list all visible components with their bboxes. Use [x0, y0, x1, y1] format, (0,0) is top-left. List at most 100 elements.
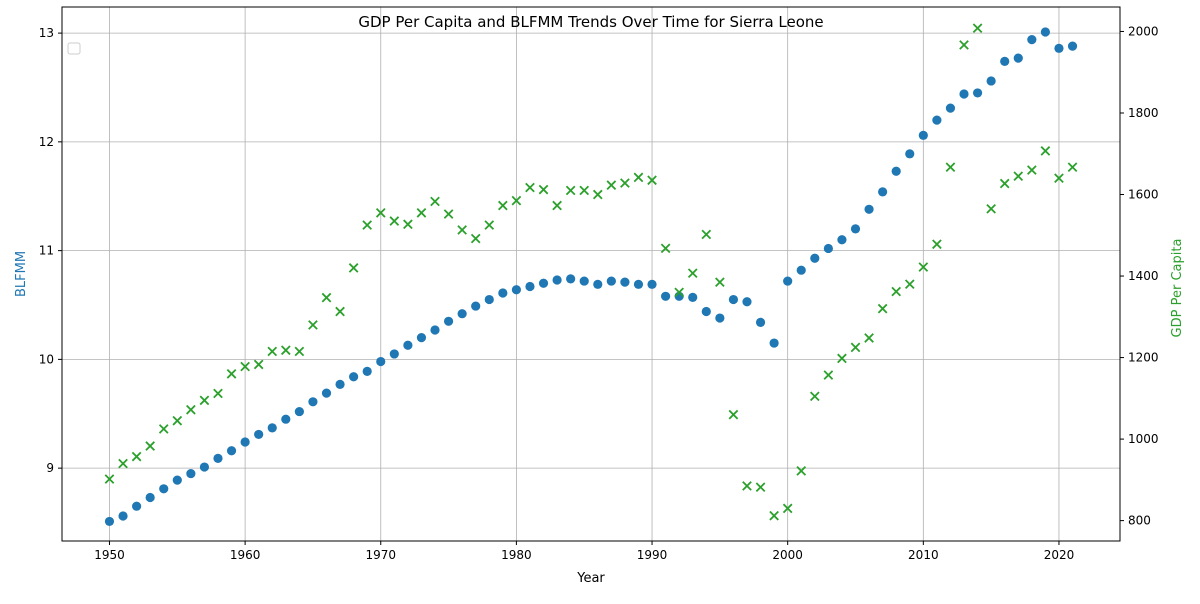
gdp-point-stroke [497, 200, 508, 211]
gdp-point-stroke [837, 353, 847, 364]
gdp-point-stroke [308, 320, 318, 330]
blfmm-point [755, 317, 766, 327]
gdp-point-stroke [213, 388, 223, 399]
gdp-point [864, 333, 874, 343]
gdp-point [443, 209, 454, 219]
blfmm-point [335, 379, 345, 389]
gdp-point [986, 203, 996, 214]
y-right-tick-label: 2000 [1128, 24, 1159, 38]
x-tick-label: 1990 [637, 548, 668, 562]
gdp-point [565, 185, 576, 196]
gdp-point-stroke [362, 220, 373, 230]
gdp-point [647, 175, 657, 186]
blfmm-point [132, 501, 142, 511]
gdp-point [375, 208, 386, 218]
blfmm-point [538, 278, 549, 288]
gdp-point-stroke [525, 182, 535, 193]
y-left-tick-label: 13 [39, 26, 54, 40]
gdp-point-stroke [118, 458, 128, 469]
gdp-point [850, 342, 861, 353]
blfmm-point [647, 279, 657, 289]
gdp-point [457, 225, 467, 235]
x-axis-label: Year [576, 571, 605, 586]
blfmm-point [986, 76, 996, 86]
gdp-point-stroke [131, 451, 142, 462]
gdp-point [403, 219, 413, 230]
gdp-point-stroke [1040, 146, 1051, 156]
gdp-point-stroke [728, 409, 739, 420]
y-right-tick-label: 1600 [1128, 188, 1159, 202]
grid-layer [62, 7, 1120, 541]
gdp-point [932, 239, 942, 250]
gdp-point-stroke [280, 345, 291, 356]
gdp-point [308, 320, 318, 330]
gdp-point-stroke [430, 196, 440, 207]
gdp-point [321, 292, 332, 303]
gdp-point-stroke [172, 415, 183, 426]
gdp-point-stroke [403, 219, 413, 230]
blfmm-point [959, 89, 969, 99]
gdp-point-stroke [674, 287, 685, 298]
gdp-point [945, 162, 956, 173]
plot-frame [61, 6, 1121, 542]
blfmm-point [715, 313, 725, 323]
blfmm-point [267, 423, 277, 433]
gdp-point [416, 208, 427, 218]
blfmm-point [1040, 27, 1050, 37]
blfmm-point [823, 243, 833, 254]
blfmm-point [932, 115, 942, 125]
blfmm-point [240, 437, 250, 447]
blfmm-point [688, 292, 698, 302]
gdp-point-stroke [904, 279, 915, 290]
gdp-point-stroke [660, 243, 671, 254]
gdp-point [877, 303, 888, 314]
blfmm-point [728, 294, 739, 305]
gdp-point [782, 503, 793, 514]
gdp-point [620, 178, 630, 188]
gdp-point-stroke [809, 391, 820, 402]
gdp-point-stroke [565, 185, 576, 196]
gdp-point-stroke [742, 481, 752, 491]
gdp-point [172, 415, 183, 426]
gdp-point [755, 482, 766, 493]
gdp-point [1026, 165, 1037, 175]
gdp-point [837, 353, 847, 364]
blfmm-point [972, 88, 983, 98]
gdp-point [267, 346, 278, 357]
gdp-point [525, 182, 535, 193]
gdp-point [823, 370, 834, 380]
blfmm-point [742, 297, 752, 307]
gdp-point-stroke [592, 189, 603, 200]
gdp-point-stroke [755, 482, 766, 493]
blfmm-point [145, 492, 155, 503]
gdp-point [158, 424, 169, 434]
gdp-point [104, 474, 115, 484]
blfmm-point [226, 446, 237, 456]
blfmm-point [376, 356, 386, 367]
blfmm-point [525, 281, 535, 292]
gdp-point-stroke [782, 503, 793, 514]
gdp-point-stroke [1067, 162, 1078, 173]
gdp-point [660, 243, 671, 254]
y-left-tick-label: 10 [39, 352, 54, 366]
gdp-point-stroke [240, 361, 250, 372]
gdp-point-stroke [687, 268, 698, 279]
y-left-tick-label: 11 [39, 244, 54, 258]
blfmm-point [511, 285, 521, 295]
gdp-point [538, 184, 549, 195]
gdp-point-stroke [620, 178, 630, 188]
x-tick-label: 2020 [1044, 548, 1075, 562]
gdp-point-stroke [945, 162, 956, 173]
gdp-point-stroke [443, 209, 454, 219]
blfmm-point [430, 325, 440, 335]
gdp-point-stroke [864, 333, 874, 343]
gdp-point-stroke [199, 395, 210, 406]
gdp-point-stroke [1013, 171, 1024, 182]
blfmm-point [416, 333, 427, 343]
y-right-tick-label: 1200 [1128, 351, 1159, 365]
y-axis-left-label: BLFMM [14, 251, 29, 297]
y-left-tick-label: 12 [39, 135, 54, 149]
marks-layer [104, 23, 1078, 527]
blfmm-point [850, 224, 861, 234]
